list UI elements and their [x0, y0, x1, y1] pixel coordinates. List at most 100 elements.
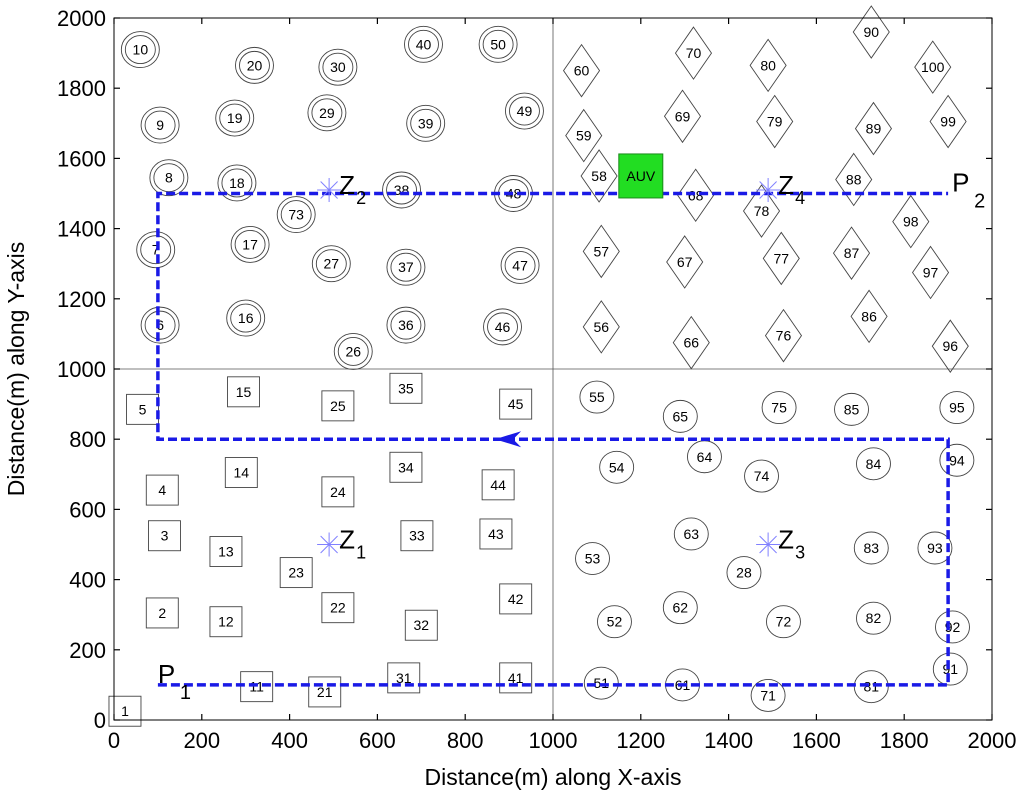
node-label: 42	[508, 591, 524, 607]
node-69: 69	[663, 89, 702, 144]
node-label: 48	[506, 186, 522, 202]
node-label: 50	[490, 36, 506, 52]
node-inner-ring-marker	[221, 168, 253, 198]
node-diamond-marker	[832, 226, 871, 280]
node-33: 33	[400, 520, 434, 552]
node-label: 95	[949, 400, 965, 416]
node-label: 72	[776, 614, 792, 630]
node-40: 40	[404, 25, 443, 63]
auv-path	[156, 191, 950, 687]
node-label: 16	[238, 310, 254, 326]
node-29: 29	[307, 94, 347, 132]
node-circle-marker	[939, 391, 975, 425]
node-84: 84	[856, 447, 891, 481]
node-inner-ring-marker	[386, 175, 417, 205]
node-label: 37	[398, 259, 414, 275]
node-square-marker	[145, 597, 179, 629]
node-56: 56	[582, 300, 620, 354]
endpoint-subscript: 2	[974, 191, 985, 213]
node-71: 71	[750, 678, 786, 712]
y-tick-label: 2000	[57, 6, 106, 31]
node-label: 96	[943, 338, 959, 354]
node-inner-ring-marker	[315, 249, 347, 279]
node-diamond-marker	[756, 94, 794, 149]
node-outer-ring-marker	[307, 94, 347, 132]
node-label: 51	[594, 675, 610, 691]
node-circle-marker	[597, 605, 632, 639]
asterisk-stroke	[320, 181, 338, 199]
node-27: 27	[311, 245, 351, 283]
node-label: 33	[409, 528, 425, 544]
node-37: 37	[386, 248, 426, 286]
node-label: 75	[771, 400, 787, 416]
node-outer-ring-marker	[483, 308, 522, 346]
node-inner-ring-marker	[504, 251, 536, 280]
node-square-marker	[209, 536, 243, 567]
y-tick-label: 200	[69, 638, 106, 663]
node-outer-ring-marker	[333, 333, 373, 370]
node-52: 52	[597, 605, 632, 639]
node-12: 12	[209, 606, 243, 638]
node-34: 34	[389, 451, 423, 483]
endpoint-subscript: 1	[180, 682, 191, 704]
node-circle-marker	[750, 678, 786, 712]
y-tick-label: 1400	[57, 217, 106, 242]
node-circle-marker	[673, 517, 709, 551]
node-circle-marker	[853, 531, 889, 565]
node-31: 31	[387, 662, 421, 694]
node-54: 54	[599, 450, 635, 484]
node-label: 34	[398, 459, 414, 475]
node-outer-ring-marker	[406, 104, 446, 142]
node-label: 77	[773, 250, 789, 266]
node-label: 5	[139, 401, 147, 417]
node-diamond-marker	[854, 101, 893, 156]
node-label: 67	[677, 254, 693, 270]
node-label: 44	[490, 477, 506, 493]
node-label: 21	[317, 684, 333, 700]
node-label: 97	[923, 264, 939, 280]
node-circle-marker	[583, 666, 619, 700]
node-26: 26	[333, 333, 373, 370]
node-label: 55	[589, 389, 605, 405]
cluster-head-subscript: 1	[356, 543, 366, 563]
node-label: 74	[754, 468, 770, 484]
node-5: 5	[126, 393, 159, 425]
endpoint-label: P	[952, 168, 969, 198]
node-circle-marker	[856, 447, 891, 481]
node-label: 64	[697, 449, 713, 465]
node-circle-marker	[917, 531, 953, 565]
node-outer-ring-marker	[149, 159, 189, 197]
node-inner-ring-marker	[390, 252, 422, 282]
node-62: 62	[662, 591, 698, 625]
node-label: 70	[686, 45, 702, 61]
x-tick-label: 1800	[880, 728, 929, 753]
node-circle-marker	[834, 392, 869, 426]
node-diamond-marker	[672, 315, 710, 370]
node-67: 67	[666, 235, 704, 289]
node-inner-ring-marker	[322, 52, 354, 82]
node-outer-ring-marker	[500, 247, 540, 284]
node-square-marker	[321, 592, 355, 624]
node-label: 6	[156, 317, 164, 333]
node-label: 71	[760, 687, 776, 703]
node-square-marker	[308, 676, 342, 708]
node-circle-marker	[853, 670, 889, 704]
node-square-marker	[209, 606, 243, 638]
y-tick-label: 1800	[57, 76, 106, 101]
node-22: 22	[321, 592, 355, 624]
node-label: 29	[319, 105, 335, 121]
node-79: 79	[756, 94, 794, 149]
node-4: 4	[145, 474, 179, 506]
node-label: 28	[736, 565, 752, 581]
node-square-marker	[148, 520, 181, 552]
node-inner-ring-marker	[337, 337, 369, 366]
node-circle-marker	[761, 391, 797, 425]
node-label: 27	[324, 256, 340, 272]
node-7: 7	[136, 231, 176, 269]
node-diamond-marker	[582, 224, 620, 279]
node-100: 100	[914, 40, 952, 94]
node-53: 53	[575, 542, 610, 575]
node-label: 59	[576, 128, 592, 144]
